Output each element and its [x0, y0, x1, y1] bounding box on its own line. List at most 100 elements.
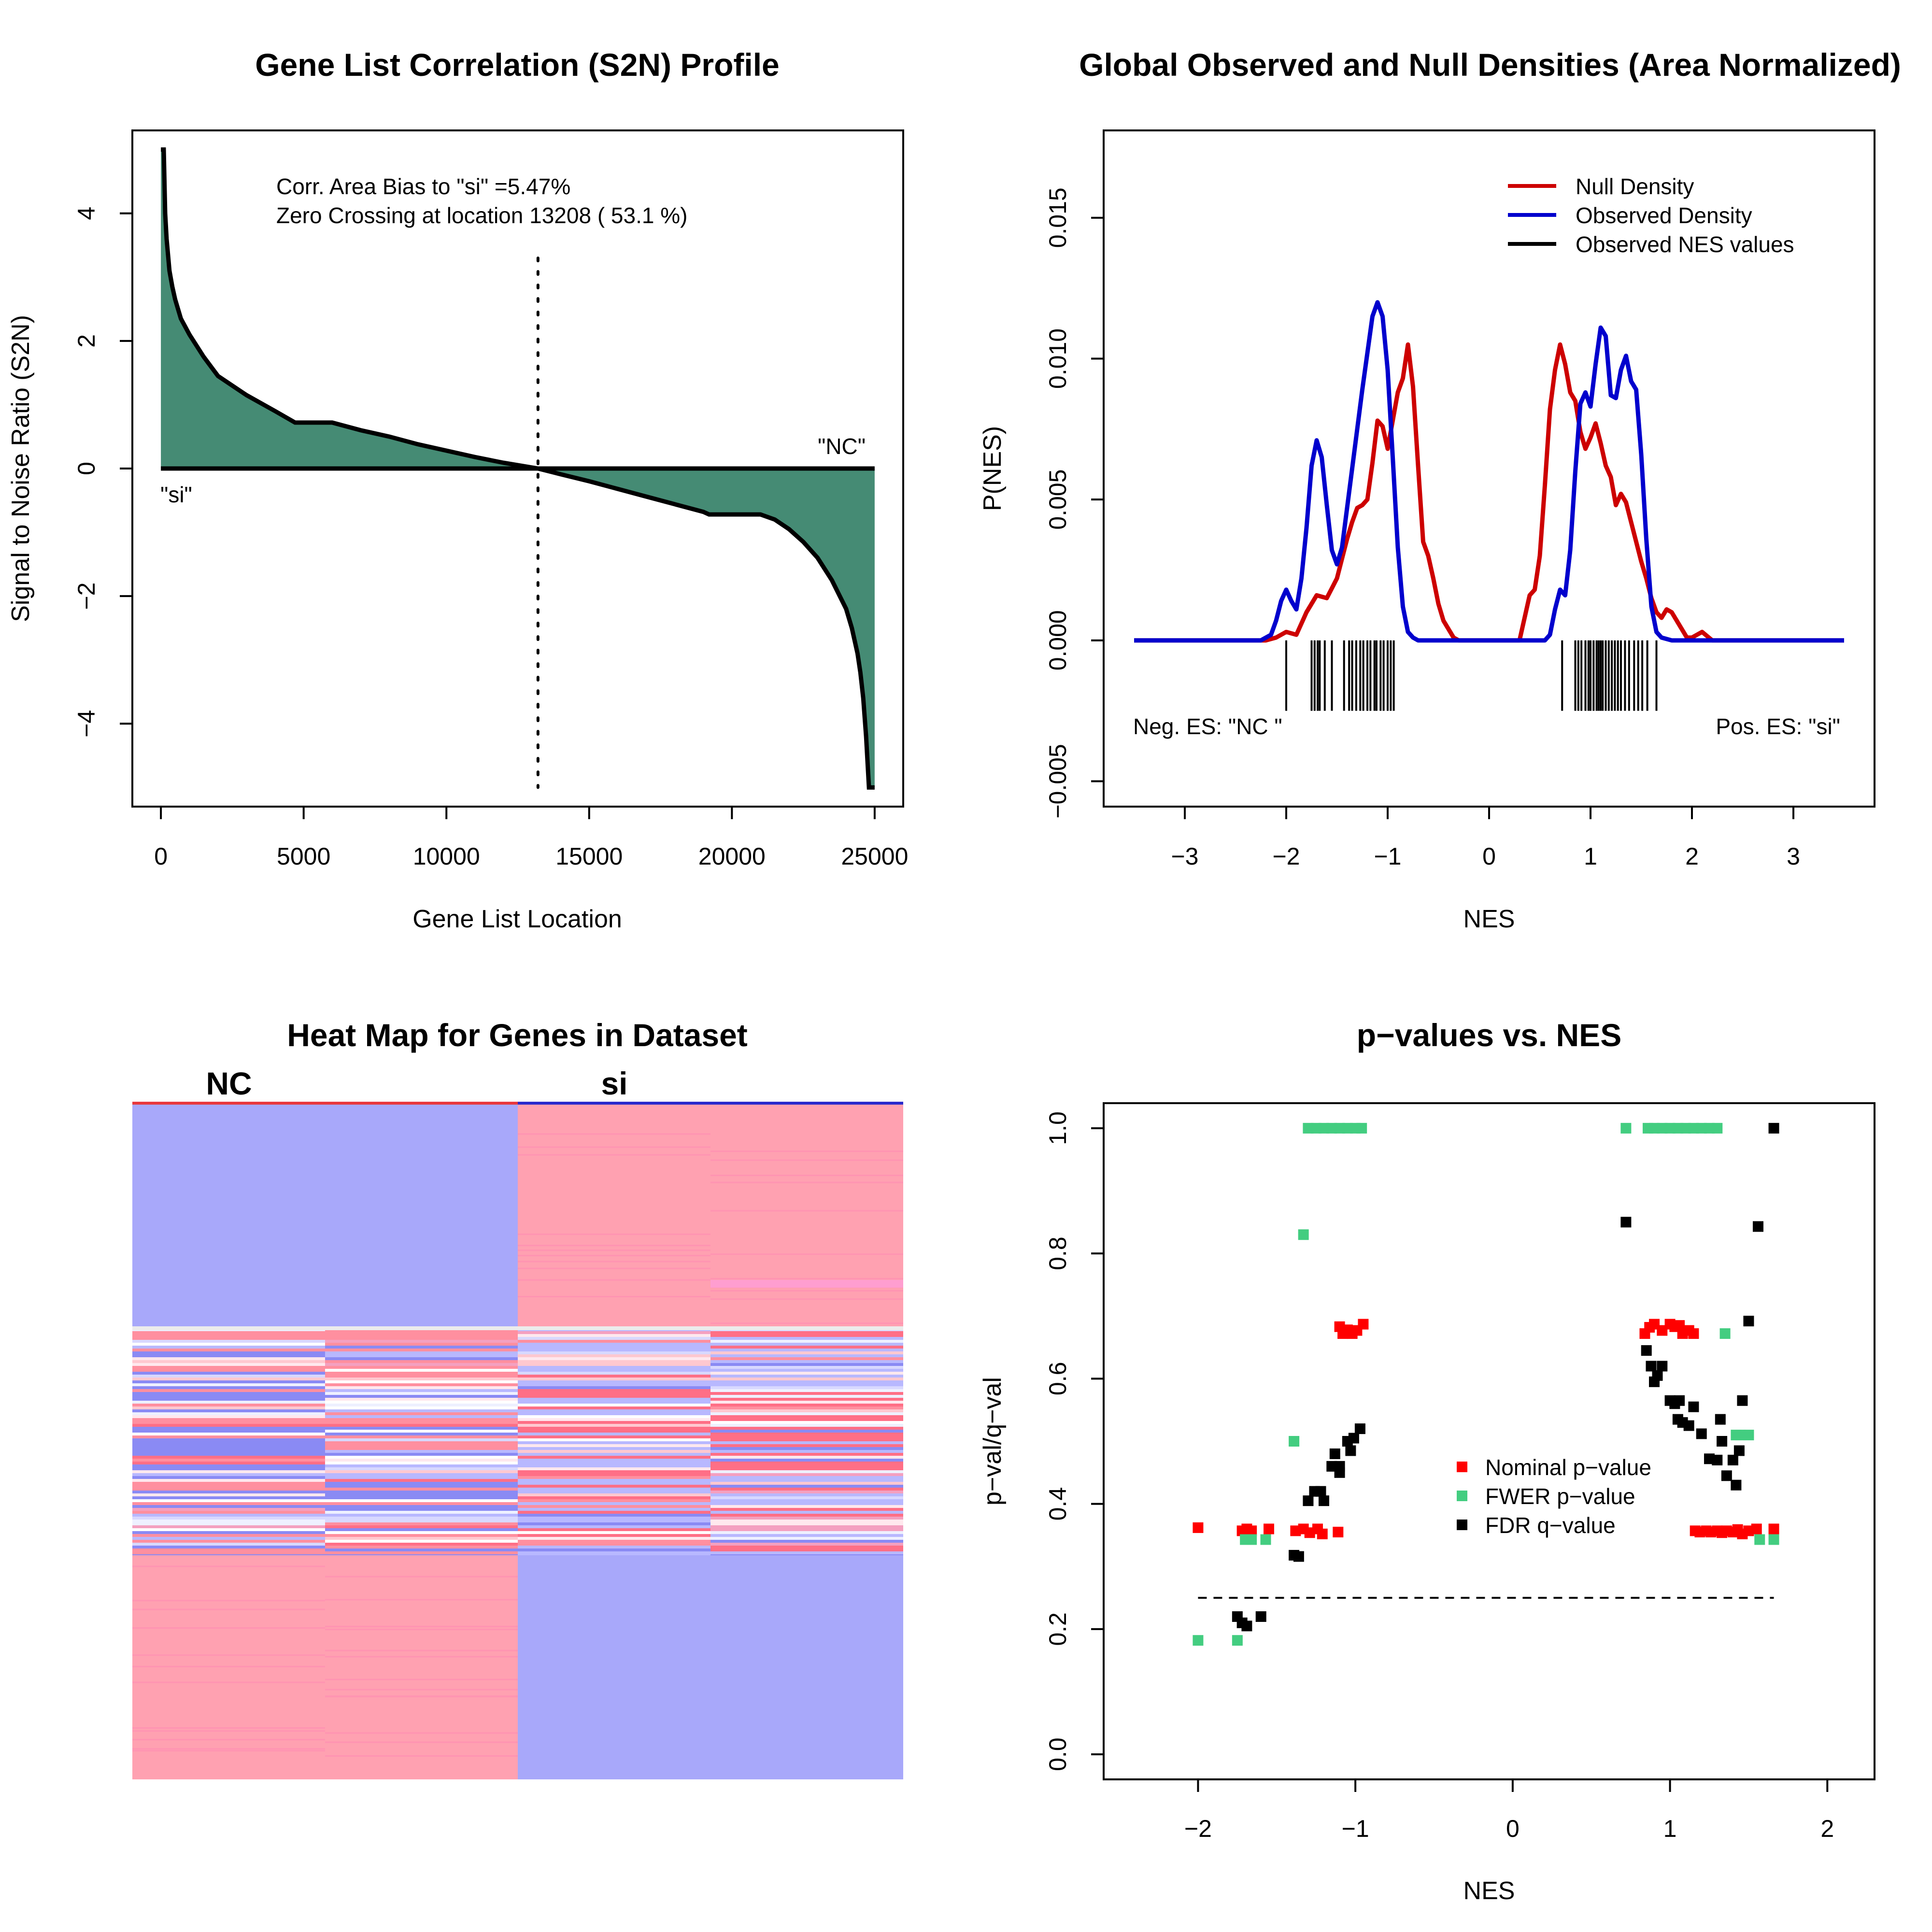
- heatmap-cell-row: [518, 1424, 710, 1427]
- heatmap-cell-row: [710, 1470, 903, 1473]
- pvalue-y-axis: 0.0 0.2 0.4 0.6 0.8 1.0: [1044, 1111, 1105, 1771]
- heatmap-cell-row: [710, 1375, 903, 1378]
- fdr-qvalue-point: [1293, 1551, 1304, 1562]
- heatmap-cell-stripe: [710, 1298, 903, 1300]
- heatmap-cell-row: [518, 1430, 710, 1433]
- heatmap-cell-row: [132, 1375, 325, 1378]
- heatmap-cell-block: [518, 1555, 710, 1779]
- pvalue-panel: p−values vs. NES −2 −1 0 1 2 0.0 0.2 0.4 0.6 0.8…: [979, 1017, 1875, 1905]
- heatmap-cell-row: [710, 1479, 903, 1482]
- heatmap-cell-row: [710, 1421, 903, 1424]
- heatmap-cell-row: [710, 1380, 903, 1383]
- heatmap-cell-stripe: [518, 1133, 710, 1135]
- heatmap-cell-row: [132, 1525, 325, 1528]
- heatmap-cell-row: [518, 1473, 710, 1476]
- heatmap-cell-row: [710, 1493, 903, 1496]
- heatmap-cell-row: [325, 1369, 518, 1372]
- heatmap-cell-row: [710, 1357, 903, 1360]
- heatmap-cell-row: [518, 1418, 710, 1421]
- heatmap-cell-row: [710, 1459, 903, 1462]
- heatmap-cell-row: [132, 1482, 325, 1485]
- fdr-qvalue-point: [1315, 1486, 1326, 1497]
- heatmap-cell-stripe: [710, 1159, 903, 1161]
- fwer-pvalue-point: [1289, 1436, 1300, 1447]
- heatmap-cell-row: [710, 1537, 903, 1540]
- heatmap-cell-row: [518, 1546, 710, 1548]
- heatmap-cell-row: [518, 1467, 710, 1470]
- heatmap-cell-row: [518, 1485, 710, 1488]
- pvalue-y-tick-label: 0.0: [1044, 1737, 1071, 1771]
- heatmap-cell-row: [325, 1476, 518, 1479]
- heatmap-cell-row: [710, 1534, 903, 1537]
- heatmap-cell-row: [325, 1479, 518, 1482]
- heatmap-cell-row: [132, 1351, 325, 1354]
- fdr-qvalue-point: [1620, 1217, 1632, 1228]
- heatmap-cell-row: [325, 1331, 518, 1334]
- heatmap-cell-row: [325, 1435, 518, 1438]
- heatmap-cell-row: [132, 1514, 325, 1517]
- heatmap-cell-row: [710, 1363, 903, 1366]
- heatmap-cell-stripe: [518, 1146, 710, 1148]
- fwer-pvalue-point: [1768, 1534, 1779, 1545]
- heatmap-cell-row: [710, 1551, 903, 1554]
- heatmap-cell-row: [710, 1438, 903, 1441]
- s2n-y-label: Signal to Noise Ratio (S2N): [7, 315, 35, 622]
- heatmap-cell-row: [710, 1392, 903, 1395]
- heatmap-cell-row: [518, 1548, 710, 1551]
- heatmap-cell-row: [710, 1409, 903, 1412]
- fdr-qvalue-point: [1696, 1428, 1707, 1439]
- pvalue-y-label: p−val/q−val: [979, 1377, 1007, 1506]
- heatmap-cell-row: [518, 1363, 710, 1366]
- s2n-y-axis: −4 −2 0 2 4: [73, 207, 133, 738]
- density-y-label: P(NES): [979, 426, 1007, 511]
- heatmap-cell-row: [710, 1331, 903, 1334]
- heatmap-cell-stripe: [132, 1748, 325, 1750]
- heatmap-cell-row: [325, 1470, 518, 1473]
- heatmap-cell-stripe: [132, 1608, 325, 1610]
- density-x-tick-label: 0: [1482, 843, 1496, 870]
- heatmap-cell-row: [518, 1520, 710, 1522]
- heatmap-cell-row: [132, 1366, 325, 1369]
- heatmap-cell-row: [132, 1551, 325, 1554]
- nominal-pvalue-point: [1674, 1320, 1685, 1331]
- heatmap-cell-row: [518, 1343, 710, 1346]
- fdr-qvalue-point: [1255, 1611, 1266, 1622]
- fdr-qvalue-point: [1683, 1420, 1694, 1431]
- heatmap-cell-row: [132, 1502, 325, 1505]
- heatmap-cell-stripe: [518, 1261, 710, 1263]
- heatmap-cell-stripe: [132, 1627, 325, 1629]
- heatmap-cell-row: [710, 1424, 903, 1427]
- heatmap-cell-row: [710, 1369, 903, 1372]
- heatmap-cell-row: [132, 1346, 325, 1349]
- heatmap-cell-row: [710, 1427, 903, 1430]
- heatmap-cell-row: [518, 1514, 710, 1517]
- heatmap-cell-row: [710, 1346, 903, 1349]
- fwer-pvalue-point: [1232, 1635, 1243, 1646]
- heatmap-cell-row: [132, 1534, 325, 1537]
- fwer-pvalue-point: [1246, 1534, 1257, 1545]
- heatmap-cell-row: [710, 1462, 903, 1464]
- fdr-qvalue-point: [1345, 1445, 1356, 1456]
- heatmap-cell-row: [132, 1360, 325, 1363]
- heatmap-cell-row: [325, 1441, 518, 1444]
- heatmap-cell-stripe: [710, 1290, 903, 1292]
- heatmap-cell-row: [132, 1433, 325, 1435]
- heatmap-cell-row: [132, 1537, 325, 1540]
- heatmap-cell-row: [518, 1398, 710, 1401]
- heatmap-cell-row: [518, 1491, 710, 1493]
- heatmap-cell-row: [518, 1421, 710, 1424]
- heatmap-cell-row: [325, 1522, 518, 1525]
- heatmap-cell-row: [325, 1491, 518, 1493]
- heatmap-cell-row: [710, 1528, 903, 1531]
- heatmap-cell-row: [710, 1444, 903, 1447]
- density-pos-label: Pos. ES: "si": [1716, 714, 1840, 739]
- heatmap-cell-row: [325, 1540, 518, 1543]
- heatmap-cell-row: [518, 1415, 710, 1418]
- heatmap-cell-row: [132, 1488, 325, 1491]
- heatmap-cell-row: [518, 1366, 710, 1369]
- pvalue-y-tick-label: 0.6: [1044, 1362, 1071, 1396]
- legend-fwer-label: FWER p−value: [1485, 1484, 1635, 1509]
- heatmap-cell-row: [518, 1383, 710, 1386]
- heatmap-cell-row: [132, 1406, 325, 1409]
- heatmap-cell-row: [325, 1453, 518, 1456]
